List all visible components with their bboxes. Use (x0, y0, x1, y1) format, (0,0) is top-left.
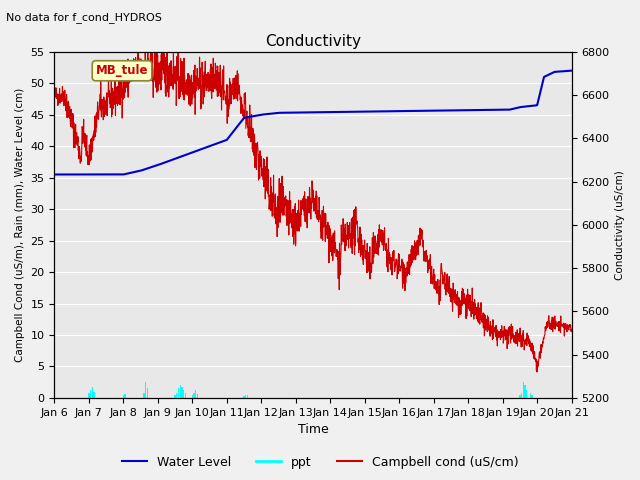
Bar (197, 394, 198, 398)
Bar (180, 385, 181, 398)
Bar (195, 390, 196, 398)
Bar (185, 393, 186, 398)
Bar (247, 396, 248, 398)
Text: No data for f_cond_HYDROS: No data for f_cond_HYDROS (6, 12, 163, 23)
Bar (193, 393, 195, 398)
Title: Conductivity: Conductivity (265, 34, 361, 49)
Y-axis label: Conductivity (uS/cm): Conductivity (uS/cm) (615, 170, 625, 280)
Bar (145, 382, 147, 398)
Bar (524, 385, 525, 398)
Bar (245, 395, 246, 398)
Bar (181, 386, 182, 398)
Bar (123, 396, 124, 398)
Bar (191, 395, 193, 398)
Bar (174, 395, 176, 398)
Bar (147, 388, 148, 398)
Bar (521, 393, 522, 398)
Bar (93, 392, 95, 398)
Bar (523, 382, 524, 398)
Y-axis label: Campbell Cond (uS/m), Rain (mm), Water Level (cm): Campbell Cond (uS/m), Rain (mm), Water L… (15, 88, 25, 362)
Legend: Water Level, ppt, Campbell cond (uS/cm): Water Level, ppt, Campbell cond (uS/cm) (116, 451, 524, 474)
Bar (519, 395, 520, 398)
Bar (531, 395, 532, 398)
Bar (183, 390, 184, 398)
Bar (529, 393, 531, 398)
Bar (88, 393, 90, 398)
Bar (178, 388, 179, 398)
Bar (90, 390, 92, 398)
Bar (92, 386, 93, 398)
Bar (143, 393, 145, 398)
Text: MB_tule: MB_tule (96, 64, 148, 77)
Bar (526, 390, 527, 398)
Bar (243, 396, 244, 398)
Bar (124, 394, 126, 398)
Bar (176, 393, 177, 398)
X-axis label: Time: Time (298, 423, 328, 436)
